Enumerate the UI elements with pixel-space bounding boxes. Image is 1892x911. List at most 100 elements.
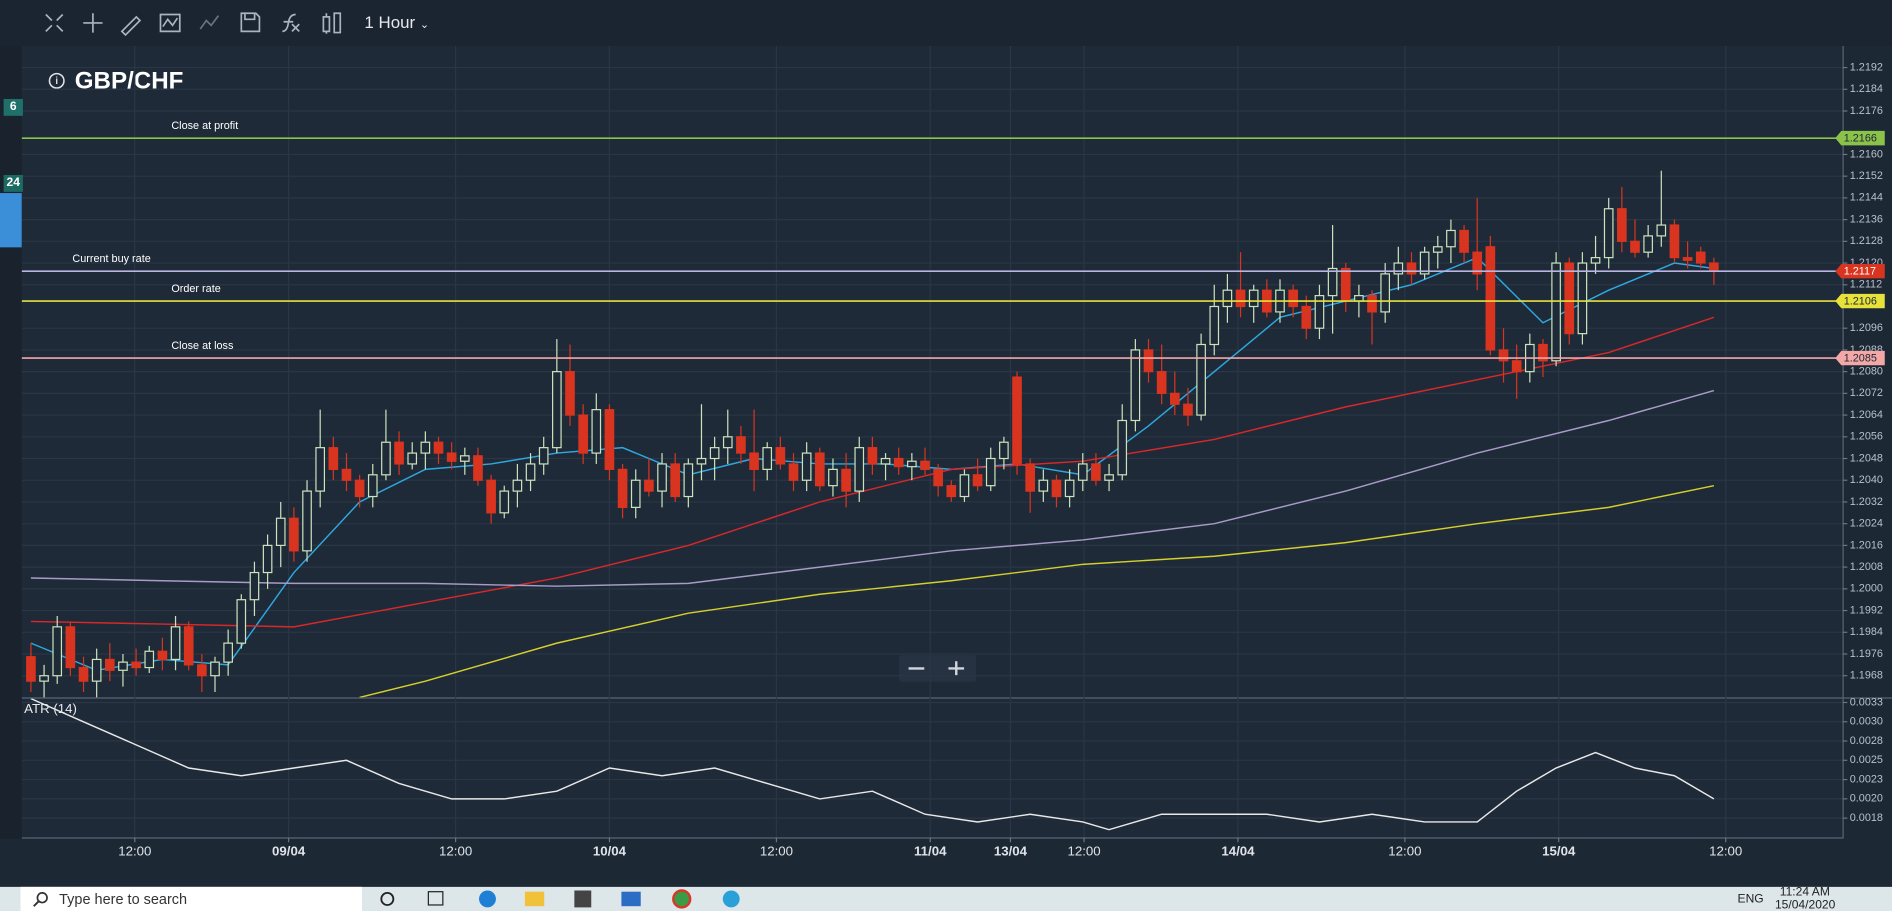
x-tick-label: 12:00 <box>1067 843 1100 858</box>
taskbar-apps <box>380 889 740 909</box>
candle-body <box>1367 295 1377 313</box>
y-tick-label: 1.2080 <box>1850 366 1883 378</box>
language[interactable]: ENG <box>1737 892 1764 907</box>
taskbar-search[interactable]: Type here to search <box>20 886 362 911</box>
edge-icon[interactable] <box>479 890 496 908</box>
symbol-title: GBP/CHF <box>75 67 184 94</box>
candle-body <box>1498 349 1509 362</box>
candle-body <box>578 414 588 454</box>
sidebar-badge[interactable]: 6 <box>3 98 23 116</box>
candle-body <box>1038 479 1049 492</box>
x-tick-label: 12:00 <box>1388 843 1421 858</box>
candle-body <box>197 664 207 677</box>
cortana-icon[interactable] <box>380 892 395 906</box>
crosshair-icon[interactable] <box>83 13 103 33</box>
y-tick-label: 1.2000 <box>1850 583 1883 595</box>
sidebar-active <box>0 193 22 248</box>
x-tick-label: 10/04 <box>593 843 627 858</box>
sidebar-badge[interactable]: 24 <box>3 174 23 192</box>
candle-body <box>591 409 602 454</box>
candle-body <box>854 447 865 492</box>
candle-body <box>1695 251 1706 264</box>
candle-body <box>1222 289 1233 308</box>
y-tick-label: 1.2032 <box>1850 496 1883 508</box>
y-tick-label: 1.1976 <box>1850 648 1883 660</box>
indicator-icon[interactable] <box>159 13 181 33</box>
task-view-icon[interactable] <box>427 891 444 906</box>
candle-body <box>525 463 536 481</box>
candle-body <box>1130 349 1141 422</box>
x-tick-label: 12:00 <box>1709 843 1742 858</box>
telegram-icon[interactable] <box>722 890 740 908</box>
candle-body <box>1143 349 1154 373</box>
y-tick-label: 0.0033 <box>1850 696 1883 708</box>
clock-time[interactable]: 11:24 AM <box>1779 885 1830 899</box>
x-tick-label: 14/04 <box>1221 843 1255 858</box>
explorer-icon[interactable] <box>524 891 545 907</box>
clock-date[interactable]: 15/04/2020 <box>1774 898 1836 911</box>
compare-icon[interactable] <box>199 15 220 30</box>
search-icon <box>33 892 48 907</box>
chrome-icon[interactable] <box>672 889 692 909</box>
y-tick-label: 1.2016 <box>1850 539 1883 551</box>
y-tick-label: 1.2064 <box>1850 409 1883 421</box>
x-tick-label: 12:00 <box>439 843 472 858</box>
draw-icon[interactable] <box>120 15 142 37</box>
candle-body <box>1340 267 1351 302</box>
candle-body <box>1327 267 1338 297</box>
chart-type-icon[interactable] <box>322 12 342 34</box>
candle-body <box>289 517 299 552</box>
indicator-line <box>30 389 1715 587</box>
candle-body <box>1459 229 1469 253</box>
candle-body <box>1091 463 1101 481</box>
candle-body <box>328 447 339 470</box>
y-tick-label: 1.2008 <box>1850 561 1883 573</box>
candle-body <box>1248 289 1259 308</box>
candle-body <box>999 441 1009 460</box>
candle-body <box>1406 262 1417 275</box>
save-icon[interactable] <box>240 12 261 33</box>
candle-body <box>1682 257 1693 261</box>
indicator-line <box>30 698 1715 831</box>
candle-body <box>1104 474 1114 481</box>
candle-body <box>880 457 891 465</box>
y-tick-label: 1.2056 <box>1850 431 1883 443</box>
y-tick-label: 1.2128 <box>1850 235 1883 247</box>
y-tick-label: 1.2096 <box>1850 322 1883 334</box>
candle-body <box>1551 262 1561 362</box>
store-icon[interactable] <box>574 890 592 908</box>
candle-body <box>867 447 878 465</box>
candle-body <box>249 571 260 601</box>
timeframe-selector[interactable]: 1 Hour ⌄ <box>364 12 429 32</box>
candle-body <box>907 460 917 468</box>
price-level-label: Close at profit <box>171 120 238 132</box>
candle-body <box>459 455 470 462</box>
grid <box>21 45 1843 838</box>
candle-body <box>538 447 549 465</box>
collapse-icon[interactable] <box>45 13 64 32</box>
candle-body <box>367 474 378 498</box>
candle-body <box>1196 343 1206 416</box>
mail-icon[interactable] <box>621 891 641 907</box>
x-tick-label: 12:00 <box>760 843 793 858</box>
price-badge <box>1835 263 1885 279</box>
candle-body <box>486 479 496 514</box>
candle-body <box>302 490 312 552</box>
function-icon[interactable] <box>282 13 300 33</box>
candle-body <box>1709 262 1719 272</box>
candle-body <box>1025 463 1036 492</box>
y-tick-label: 0.0018 <box>1850 812 1883 824</box>
y-tick-label: 0.0025 <box>1850 754 1883 766</box>
candle-body <box>104 658 115 671</box>
price-level-label: Close at loss <box>171 340 234 352</box>
candle-body <box>972 474 983 487</box>
toolbar: 1 Hour ⌄ <box>0 0 1892 46</box>
candle-body <box>1354 295 1364 302</box>
candle-body <box>1643 235 1653 253</box>
info-icon[interactable] <box>48 72 65 89</box>
candle-body <box>1169 392 1180 405</box>
candle-body <box>1117 419 1128 476</box>
